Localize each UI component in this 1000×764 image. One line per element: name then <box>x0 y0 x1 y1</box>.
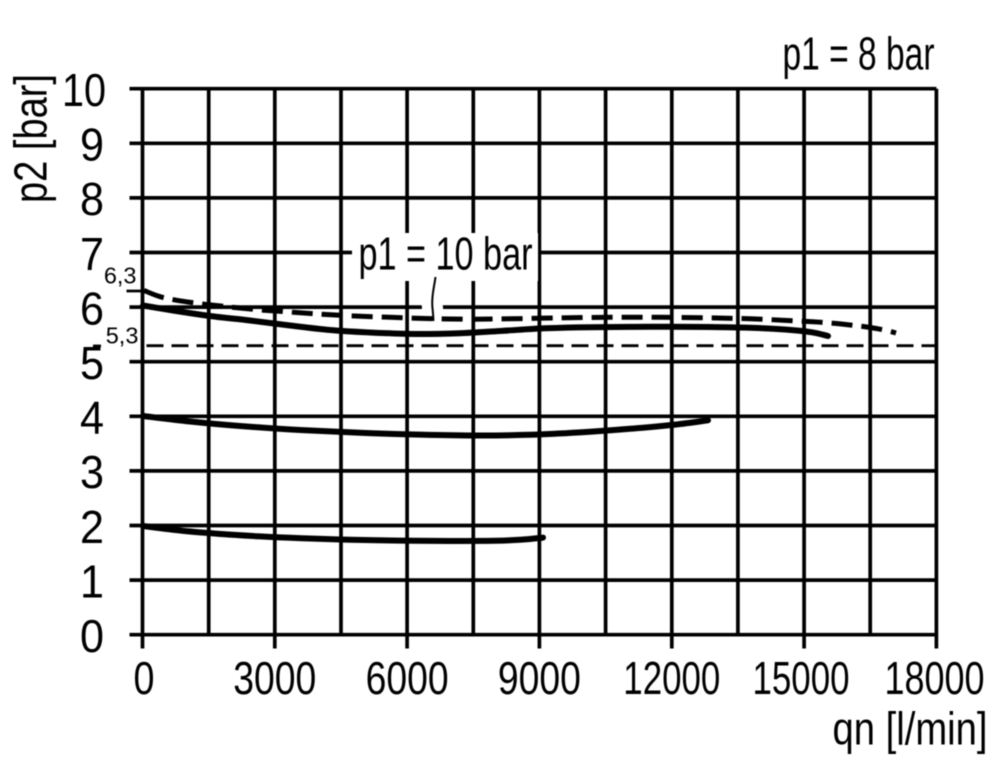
svg-text:5: 5 <box>80 337 104 389</box>
svg-text:0: 0 <box>80 610 104 662</box>
svg-text:4: 4 <box>80 392 104 444</box>
svg-text:9000: 9000 <box>498 652 581 704</box>
svg-text:5,3: 5,3 <box>106 323 139 349</box>
svg-text:p1 = 8 bar: p1 = 8 bar <box>783 28 935 80</box>
svg-text:15000: 15000 <box>753 652 850 704</box>
svg-text:0: 0 <box>134 652 155 704</box>
svg-text:6000: 6000 <box>366 652 449 704</box>
svg-text:3: 3 <box>80 446 104 498</box>
svg-text:6: 6 <box>80 282 104 334</box>
svg-text:8: 8 <box>80 173 104 225</box>
svg-text:10: 10 <box>62 64 106 116</box>
svg-text:6,3: 6,3 <box>104 262 137 288</box>
svg-text:p2 [bar]: p2 [bar] <box>5 74 57 203</box>
svg-text:p1 = 10 bar: p1 = 10 bar <box>359 228 533 280</box>
svg-text:qn [l/min]: qn [l/min] <box>833 703 988 755</box>
svg-text:3000: 3000 <box>233 652 316 704</box>
svg-text:7: 7 <box>80 228 104 280</box>
svg-text:9: 9 <box>80 119 104 171</box>
svg-text:18000: 18000 <box>885 652 985 704</box>
svg-text:12000: 12000 <box>623 652 720 704</box>
svg-text:2: 2 <box>80 501 104 553</box>
svg-text:1: 1 <box>80 555 104 607</box>
